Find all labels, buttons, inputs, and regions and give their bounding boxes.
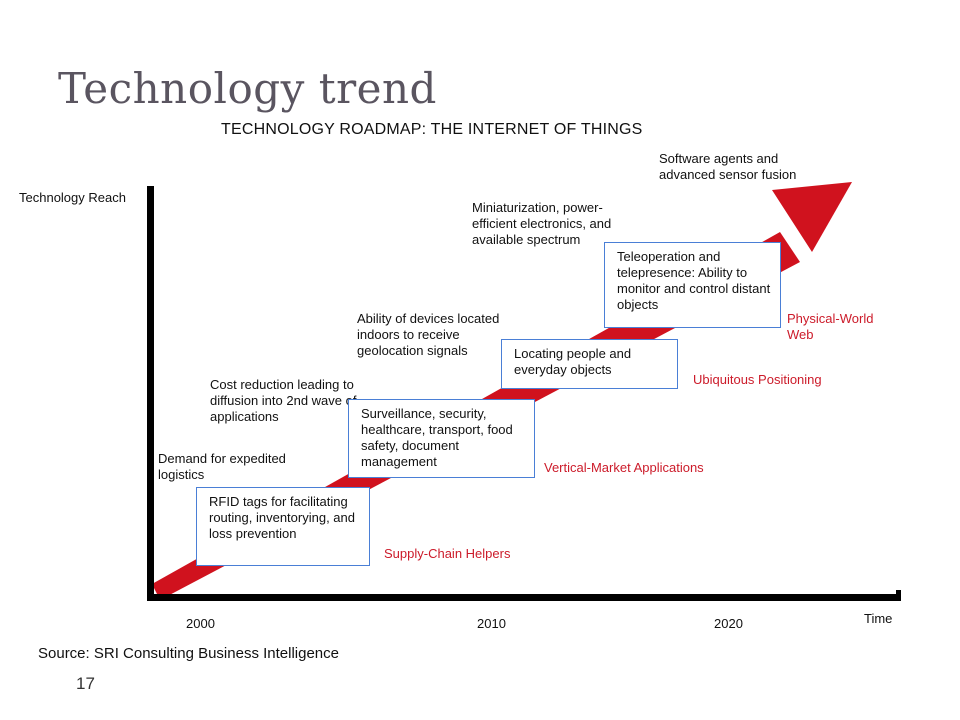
x-tick-label: 2020 bbox=[714, 616, 743, 631]
x-axis-label: Time bbox=[864, 611, 893, 626]
trend-arrow-head bbox=[772, 182, 852, 252]
x-axis-end-tick bbox=[896, 590, 901, 601]
slide-title: Technology trend bbox=[58, 64, 437, 113]
milestone-box: Locating people and everyday objects bbox=[501, 339, 678, 389]
driver-note: Cost reduction leading to diffusion into… bbox=[210, 377, 357, 424]
phase-label: Supply-Chain Helpers bbox=[384, 546, 511, 561]
driver-note: Software agents and advanced sensor fusi… bbox=[659, 151, 797, 182]
figure-title: TECHNOLOGY ROADMAP: THE INTERNET OF THIN… bbox=[221, 121, 643, 138]
x-axis-line bbox=[147, 594, 899, 601]
milestone-box: Surveillance, security, healthcare, tran… bbox=[348, 399, 535, 478]
source-caption: Source: SRI Consulting Business Intellig… bbox=[38, 645, 339, 662]
y-axis-line bbox=[147, 186, 154, 600]
page-number: 17 bbox=[76, 674, 95, 693]
y-axis-label: Technology Reach bbox=[19, 190, 126, 205]
phase-label: Vertical-Market Applications bbox=[544, 460, 704, 475]
driver-note: Demand for expedited logistics bbox=[158, 451, 286, 482]
x-tick-label: 2000 bbox=[186, 616, 215, 631]
driver-note: Miniaturization, power-efficient electro… bbox=[472, 200, 612, 247]
phase-label: Physical-World Web bbox=[787, 311, 874, 342]
milestone-box: Teleoperation and telepresence: Ability … bbox=[604, 242, 781, 328]
milestone-box: RFID tags for facilitating routing, inve… bbox=[196, 487, 370, 566]
phase-label: Ubiquitous Positioning bbox=[693, 372, 822, 387]
driver-note: Ability of devices located indoors to re… bbox=[357, 311, 500, 358]
x-tick-label: 2010 bbox=[477, 616, 506, 631]
